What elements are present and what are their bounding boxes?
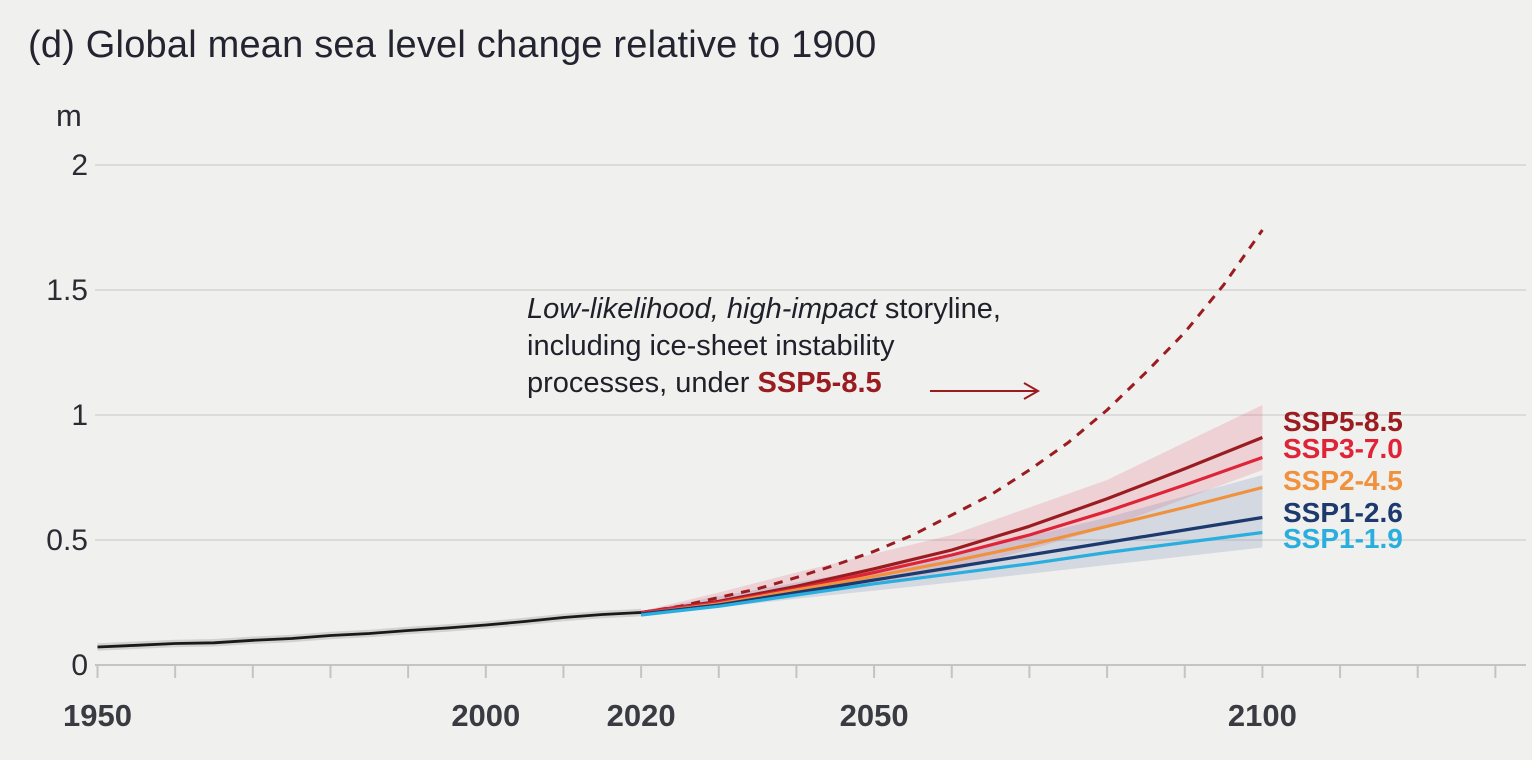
storyline-dashed-line: [640, 229, 1264, 614]
x-tick-label-2100: 2100: [1228, 698, 1297, 733]
y-tick-label-0: 0: [71, 649, 88, 682]
band-likely-range-upper-scenarios: [641, 405, 1263, 615]
line-SSP2-4.5: [640, 485, 1263, 616]
annotation-italic-text: Low-likelihood, high-impact: [527, 293, 877, 325]
page-title: (d) Global mean sea level change relativ…: [28, 24, 877, 66]
y-tick-label-2: 2: [71, 149, 88, 182]
legend-label-ssp3-7.0: SSP3-7.0: [1283, 433, 1403, 464]
legend-label-ssp2-4.5: SSP2-4.5: [1283, 465, 1403, 496]
legend-label-ssp1-2.6: SSP1-2.6: [1283, 497, 1403, 528]
line-SSP1-2.6: [640, 515, 1263, 616]
annotation-line1-rest: storyline,: [876, 293, 1001, 325]
storyline-annotation: Low-likelihood, high-impact storyline, i…: [527, 291, 1127, 402]
annotation-line2: including ice-sheet instability: [527, 330, 895, 362]
legend-label-ssp5-8.5: SSP5-8.5: [1283, 406, 1403, 437]
annotation-arrow-head: [1023, 382, 1041, 400]
y-tick-label-1.5: 1.5: [46, 274, 88, 307]
annotation-scenario-label: SSP5-8.5: [757, 367, 882, 399]
x-tick-label-1950: 1950: [63, 698, 132, 733]
line-SSP1-1.9: [640, 530, 1263, 617]
x-tick-label-2020: 2020: [607, 698, 676, 733]
line-SSP5-8.5: [640, 436, 1263, 615]
y-tick-label-1: 1: [71, 399, 88, 432]
historical-line: [97, 611, 642, 649]
annotation-line3-prefix: processes, under: [527, 367, 758, 399]
y-axis-unit-label: m: [56, 98, 82, 133]
x-tick-label-2000: 2000: [451, 698, 520, 733]
x-tick-label-2050: 2050: [840, 698, 909, 733]
legend-label-ssp1-1.9: SSP1-1.9: [1283, 523, 1403, 554]
y-tick-label-0.5: 0.5: [46, 524, 88, 557]
